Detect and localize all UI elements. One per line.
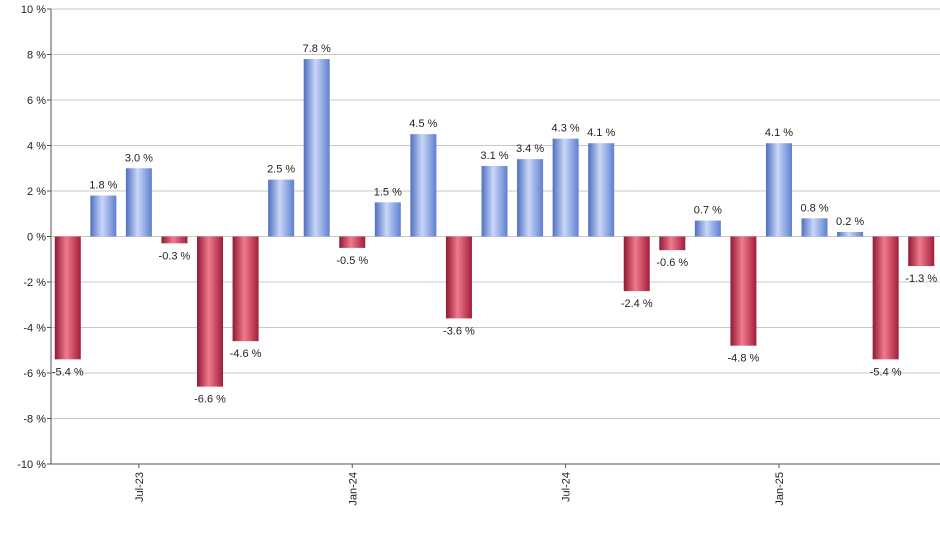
bar <box>197 236 224 387</box>
bar <box>730 236 757 346</box>
data-label: 4.5 % <box>409 118 437 130</box>
x-tick-label: Jan-24 <box>347 472 359 506</box>
bar <box>694 220 721 237</box>
data-label: -1.3 % <box>905 273 937 285</box>
bar <box>303 59 330 237</box>
data-label: -3.6 % <box>443 325 475 337</box>
bar <box>339 236 366 248</box>
y-tick-label: 8 % <box>27 50 46 62</box>
data-label: -5.4 % <box>52 366 84 378</box>
bar <box>374 202 401 237</box>
data-labels: -5.4 % 1.8 % 3.0 % -0.3 % -6.6 % -4.6 % 2.5 % 7… <box>52 43 937 406</box>
data-label: -4.6 % <box>230 348 262 360</box>
data-label: 4.3 % <box>552 123 580 135</box>
data-label: -0.6 % <box>656 257 688 269</box>
bar <box>588 143 615 237</box>
data-label: 0.8 % <box>800 202 828 214</box>
bar <box>623 236 650 292</box>
data-label: 4.1 % <box>587 127 615 139</box>
x-tick-label: Jul-23 <box>134 472 146 502</box>
bar <box>90 195 117 237</box>
bar <box>445 236 472 319</box>
x-tick-label: Jan-25 <box>774 472 786 506</box>
x-tick-label: Jul-24 <box>561 472 573 502</box>
data-label: 1.5 % <box>374 186 402 198</box>
data-label: -2.4 % <box>621 298 653 310</box>
bar <box>908 236 935 267</box>
y-tick-label: -10 % <box>17 459 46 471</box>
data-label: -4.8 % <box>728 353 760 365</box>
y-tick-label: -6 % <box>23 368 46 380</box>
y-tick-label: 10 % <box>21 4 46 16</box>
data-label: 0.2 % <box>836 216 864 228</box>
bars <box>54 59 935 387</box>
y-tick-label: 4 % <box>27 141 46 153</box>
bar <box>125 168 152 237</box>
bar <box>410 134 437 237</box>
bar <box>837 231 864 237</box>
bar <box>232 236 259 342</box>
y-axis: -10 % -8 % -6 % -4 % -2 % 0 % 2 % 4 % 6 % 8 % 10 % <box>17 4 52 471</box>
y-tick-label: -8 % <box>23 414 46 426</box>
data-label: 0.7 % <box>694 205 722 217</box>
bar <box>872 236 899 360</box>
data-label: 7.8 % <box>303 43 331 55</box>
y-tick-label: -2 % <box>23 277 46 289</box>
bar <box>481 165 508 237</box>
data-label: -0.5 % <box>336 255 368 267</box>
data-label: 1.8 % <box>89 180 117 192</box>
data-label: 3.0 % <box>125 152 153 164</box>
bar <box>517 159 544 237</box>
bar <box>161 236 188 244</box>
bar <box>552 138 579 237</box>
bar <box>765 143 792 237</box>
data-label: -6.6 % <box>194 394 226 406</box>
data-label: -0.3 % <box>159 250 191 262</box>
bar <box>801 218 828 237</box>
data-label: 4.1 % <box>765 127 793 139</box>
bar <box>54 236 81 360</box>
y-tick-label: 6 % <box>27 95 46 107</box>
bar <box>268 179 295 237</box>
x-axis: Jul-23 Jan-24 Jul-24 Jan-25 <box>51 463 940 506</box>
data-label: -5.4 % <box>870 366 902 378</box>
y-tick-label: -4 % <box>23 323 46 335</box>
data-label: 3.1 % <box>480 150 508 162</box>
bar <box>659 236 686 251</box>
data-label: 2.5 % <box>267 164 295 176</box>
y-tick-label: 0 % <box>27 232 46 244</box>
y-tick-label: 2 % <box>27 186 46 198</box>
data-label: 3.4 % <box>516 143 544 155</box>
